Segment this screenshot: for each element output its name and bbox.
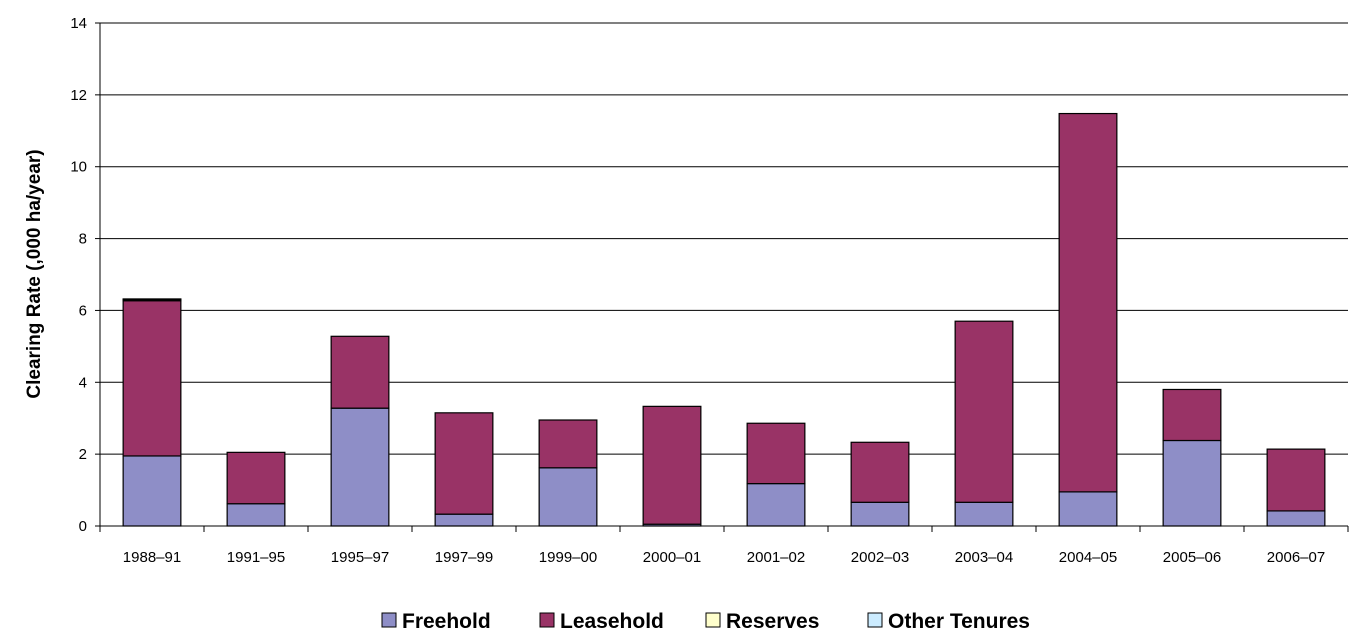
y-tick-label-4: 4	[79, 374, 87, 391]
y-tick-label-6: 6	[79, 302, 87, 319]
y-tick-label-8: 8	[79, 231, 87, 248]
bar-leasehold-2004-05	[1058, 112, 1118, 493]
legend-label-leasehold: Leasehold	[560, 610, 664, 633]
x-tick-label-1999-00: 1999–00	[539, 549, 597, 566]
x-tick-label-1991-95: 1991–95	[227, 549, 285, 566]
x-tick-label-2006-07: 2006–07	[1267, 549, 1325, 566]
x-tick-label-2002-03: 2002–03	[851, 549, 909, 566]
y-tick-label-2: 2	[79, 446, 87, 463]
bar-stacks	[122, 112, 1326, 527]
axes	[95, 22, 1349, 532]
x-tick-label-2004-05: 2004–05	[1059, 549, 1117, 566]
legend: Freehold Leasehold Reserves Other Tenures	[381, 610, 1030, 633]
legend-label-reserves: Reserves	[726, 610, 819, 633]
y-tick-labels: 0 2 4 6 8 10 12 14	[70, 15, 87, 535]
x-tick-labels: 1988–91 1991–95 1995–97 1997–99 1999–00 2000–…	[123, 549, 1325, 566]
legend-swatch-reserves	[705, 612, 721, 628]
bar-leasehold-2001-02	[746, 422, 806, 485]
bar-leasehold-2000-01	[642, 405, 702, 525]
x-tick-label-2001-02: 2001–02	[747, 549, 805, 566]
x-tick-label-1995-97: 1995–97	[331, 549, 389, 566]
bar-freehold-1997-99	[434, 513, 494, 527]
bar-freehold-1999-00	[538, 467, 598, 527]
y-tick-label-0: 0	[79, 518, 87, 535]
x-tick-label-1988-91: 1988–91	[123, 549, 181, 566]
x-tick-label-2003-04: 2003–04	[955, 549, 1013, 566]
x-tick-label-2000-01: 2000–01	[643, 549, 701, 566]
bar-freehold-2003-04	[954, 501, 1014, 527]
grid-lines	[100, 22, 1348, 455]
bar-leasehold-1999-00	[538, 419, 598, 469]
y-tick-label-12: 12	[70, 87, 87, 104]
bar-freehold-2004-05	[1058, 491, 1118, 527]
bar-leasehold-1991-95	[226, 451, 286, 505]
legend-swatch-leasehold	[539, 612, 555, 628]
bar-leasehold-2005-06	[1162, 388, 1222, 442]
bar-other-tenures-1988-91	[122, 298, 182, 301]
bar-freehold-1995-97	[330, 407, 390, 527]
legend-label-freehold: Freehold	[402, 610, 491, 633]
legend-swatch-other-tenures	[867, 612, 883, 628]
bar-freehold-2005-06	[1162, 439, 1222, 527]
y-tick-label-14: 14	[70, 15, 87, 32]
bar-freehold-1991-95	[226, 503, 286, 527]
x-tick-label-1997-99: 1997–99	[435, 549, 493, 566]
bar-freehold-1988-91	[122, 455, 182, 527]
bar-leasehold-2002-03	[850, 441, 910, 503]
bar-leasehold-2003-04	[954, 320, 1014, 503]
bar-freehold-2001-02	[746, 483, 806, 527]
y-tick-label-10: 10	[70, 159, 87, 176]
bar-freehold-2006-07	[1266, 510, 1326, 527]
y-axis-label: Clearing Rate (,000 ha/year)	[24, 149, 45, 398]
x-tick-label-2005-06: 2005–06	[1163, 549, 1221, 566]
bar-leasehold-2006-07	[1266, 448, 1326, 512]
bar-leasehold-1988-91	[122, 300, 182, 457]
legend-swatch-freehold	[381, 612, 397, 628]
legend-label-other-tenures: Other Tenures	[888, 610, 1030, 633]
bar-leasehold-1997-99	[434, 412, 494, 515]
bar-freehold-2002-03	[850, 501, 910, 527]
bar-leasehold-1995-97	[330, 335, 390, 409]
